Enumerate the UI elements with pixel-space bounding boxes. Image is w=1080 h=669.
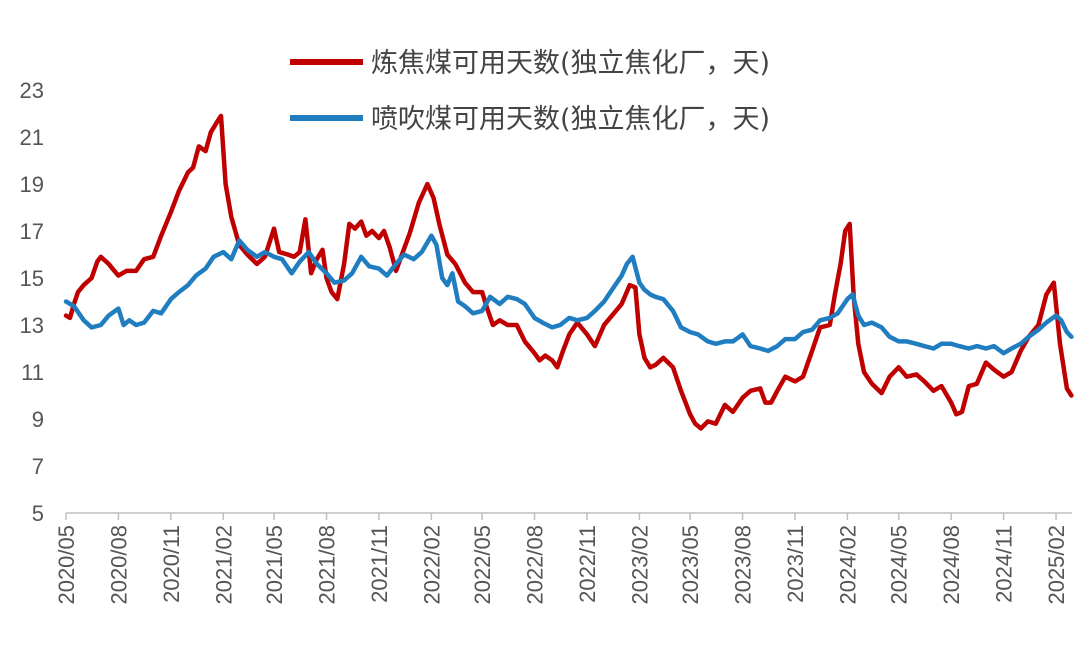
x-tick-label: 2024/11 bbox=[992, 525, 1017, 603]
x-tick-label: 2024/05 bbox=[887, 525, 912, 605]
x-tick-label: 2021/02 bbox=[211, 525, 236, 605]
series-line-coking-coal bbox=[63, 113, 1074, 431]
x-tick-label: 2020/11 bbox=[159, 525, 184, 603]
x-tick-label: 2022/05 bbox=[470, 525, 495, 605]
x-axis-ticks: 2020/05 2020/08 2020/11 2021/02 2021/05 2021/… bbox=[54, 513, 1069, 605]
x-tick-label: 2020/08 bbox=[106, 525, 131, 605]
legend-item-pci-coal: 喷吹煤可用天数(独立焦化厂，天) bbox=[290, 104, 770, 135]
legend-label-pci-coal: 喷吹煤可用天数(独立焦化厂，天) bbox=[371, 104, 770, 135]
x-tick-label: 2021/08 bbox=[314, 525, 339, 605]
y-tick-label: 9 bbox=[32, 407, 44, 432]
y-tick-label: 23 bbox=[20, 78, 44, 103]
y-tick-label: 17 bbox=[20, 219, 44, 244]
y-tick-label: 7 bbox=[32, 454, 44, 479]
x-tick-label: 2020/05 bbox=[54, 525, 79, 605]
y-tick-label: 5 bbox=[32, 501, 44, 526]
x-tick-label: 2023/08 bbox=[731, 525, 756, 605]
y-tick-label: 15 bbox=[20, 266, 44, 291]
y-tick-label: 19 bbox=[20, 172, 44, 197]
y-tick-label: 11 bbox=[21, 360, 44, 385]
x-tick-label: 2024/08 bbox=[939, 525, 964, 605]
x-tick-label: 2021/11 bbox=[367, 525, 392, 603]
x-tick-label: 2024/02 bbox=[835, 525, 860, 605]
y-axis-labels: 5 7 9 11 13 15 17 19 21 23 bbox=[20, 78, 44, 526]
x-tick-label: 2021/05 bbox=[262, 525, 287, 605]
x-tick-label: 2022/02 bbox=[419, 525, 444, 605]
legend-label-coking-coal: 炼焦煤可用天数(独立焦化厂，天) bbox=[371, 48, 770, 79]
legend: 炼焦煤可用天数(独立焦化厂，天) 喷吹煤可用天数(独立焦化厂，天) bbox=[290, 48, 770, 135]
legend-item-coking-coal: 炼焦煤可用天数(独立焦化厂，天) bbox=[290, 48, 770, 79]
y-tick-label: 13 bbox=[20, 313, 44, 338]
x-tick-label: 2023/05 bbox=[678, 525, 703, 605]
x-tick-label: 2023/02 bbox=[627, 525, 652, 605]
x-tick-label: 2023/11 bbox=[783, 525, 808, 603]
series-lines bbox=[63, 113, 1074, 431]
x-tick-label: 2022/11 bbox=[575, 525, 600, 603]
y-tick-label: 21 bbox=[20, 125, 44, 150]
x-tick-label: 2022/08 bbox=[523, 525, 548, 605]
series-line-pci-coal bbox=[63, 233, 1074, 356]
x-tick-label: 2025/02 bbox=[1044, 525, 1069, 605]
